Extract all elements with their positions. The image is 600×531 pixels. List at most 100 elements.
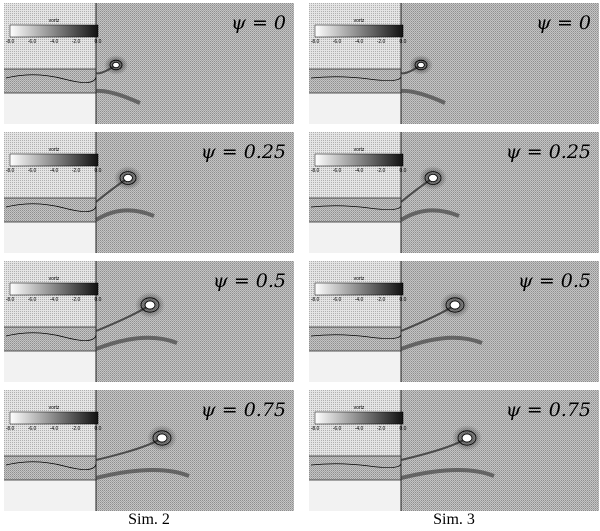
colorbar-tick: 0.0 (95, 426, 102, 432)
colorbar-title: vortz (49, 276, 60, 282)
vortex-contour (119, 171, 137, 185)
channel (309, 69, 401, 93)
jet-shear (399, 208, 460, 222)
inlet-contour (5, 332, 97, 341)
phase-label: ψ = 0.25 (201, 141, 286, 163)
jet-shear (400, 335, 483, 351)
vortex-contour (414, 59, 428, 71)
colorbar-tick: -6.0 (333, 39, 342, 45)
colorbar-tick: -2.0 (377, 168, 386, 174)
inlet-contour (310, 76, 402, 81)
jet-shear (95, 468, 190, 480)
colorbar-tick: -6.0 (333, 426, 342, 432)
phase-label: ψ = 0 (536, 12, 591, 34)
colorbar (9, 153, 99, 167)
inlet-lower (309, 222, 401, 253)
vortex-contour (457, 430, 477, 446)
colorbar-title: vortz (49, 18, 60, 24)
inlet-lower (309, 93, 401, 124)
colorbar-tick: -8.0 (311, 168, 320, 174)
colorbar (314, 153, 404, 167)
colorbar-tick: -8.0 (6, 426, 15, 432)
colorbar-tick: -6.0 (333, 297, 342, 303)
colorbar-tick: -2.0 (377, 297, 386, 303)
vortex-contour (449, 300, 461, 310)
vortex-contour (109, 59, 123, 71)
vortex-contour (152, 430, 172, 446)
vortex-contour (424, 171, 442, 185)
colorbar-tick: -4.0 (50, 39, 59, 45)
panel: vortz -8.0 -6.0 -4.0 -2.0 0.0 ψ = 0.75 (4, 390, 294, 511)
colorbar-tick: -4.0 (355, 168, 364, 174)
panel: vortz -8.0 -6.0 -4.0 -2.0 0.0 ψ = 0.25 (4, 132, 294, 253)
colorbar-tick: 0.0 (400, 168, 407, 174)
colorbar-tick: -8.0 (311, 297, 320, 303)
colorbar-tick: 0.0 (400, 426, 407, 432)
panel: vortz -8.0 -6.0 -4.0 -2.0 0.0 ψ = 0.75 (309, 390, 599, 511)
vortex-contour (140, 297, 160, 313)
colorbar-title: vortz (49, 147, 60, 153)
vortex-contour (461, 433, 473, 443)
vortex-contour (417, 61, 425, 69)
inlet-lower (4, 222, 96, 253)
colorbar-tick: -6.0 (333, 168, 342, 174)
colorbar-tick: 0.0 (95, 39, 102, 45)
phase-label: ψ = 0.75 (506, 399, 591, 421)
inlet-lower (4, 351, 96, 382)
colorbar (314, 282, 404, 296)
vortex-contour (156, 433, 168, 443)
inlet-contour (5, 203, 97, 212)
colorbar-tick: -8.0 (6, 168, 15, 174)
channel (4, 456, 96, 480)
channel (309, 198, 401, 222)
colorbar-tick: 0.0 (95, 168, 102, 174)
inlet-lower (309, 480, 401, 511)
colorbar-tick: 0.0 (400, 297, 407, 303)
channel (4, 327, 96, 351)
inlet-lower (4, 93, 96, 124)
colorbar-tick: -4.0 (355, 426, 364, 432)
inlet-lower (309, 351, 401, 382)
phase-label: ψ = 0.5 (213, 270, 286, 292)
panel: vortz -8.0 -6.0 -4.0 -2.0 0.0 ψ = 0.5 (4, 261, 294, 382)
colorbar (9, 282, 99, 296)
colorbar-tick: -4.0 (355, 297, 364, 303)
channel (309, 327, 401, 351)
inlet-lower (4, 480, 96, 511)
panel: vortz -8.0 -6.0 -4.0 -2.0 0.0 ψ = 0 (309, 3, 599, 124)
colorbar-tick: -4.0 (50, 426, 59, 432)
vortex-contour (428, 174, 438, 183)
colorbar-tick: -8.0 (311, 426, 320, 432)
colorbar-tick: -6.0 (28, 297, 37, 303)
jet-shear (95, 88, 141, 105)
colorbar-title: vortz (354, 18, 365, 24)
colorbar-tick: -2.0 (72, 297, 81, 303)
vortex-contour (445, 297, 465, 313)
phase-label: ψ = 0 (231, 12, 286, 34)
inlet-contour (5, 461, 97, 470)
phase-label: ψ = 0.5 (518, 270, 591, 292)
vortex-contour (123, 174, 133, 183)
column-caption: Sim. 3 (433, 511, 475, 528)
phase-label: ψ = 0.25 (506, 141, 591, 163)
colorbar-title: vortz (354, 147, 365, 153)
colorbar-tick: -2.0 (377, 39, 386, 45)
colorbar-tick: 0.0 (400, 39, 407, 45)
colorbar-tick: -8.0 (311, 39, 320, 45)
phase-label: ψ = 0.75 (201, 399, 286, 421)
vortex-contour (112, 61, 120, 69)
colorbar-tick: -8.0 (6, 297, 15, 303)
panel: vortz -8.0 -6.0 -4.0 -2.0 0.0 ψ = 0 (4, 3, 294, 124)
colorbar-title: vortz (354, 405, 365, 411)
colorbar-tick: -2.0 (377, 426, 386, 432)
colorbar-tick: -4.0 (50, 297, 59, 303)
colorbar-tick: -6.0 (28, 426, 37, 432)
channel (4, 198, 96, 222)
jet-shear (400, 468, 495, 480)
inlet-contour (310, 463, 402, 468)
colorbar-tick: 0.0 (95, 297, 102, 303)
colorbar (314, 24, 404, 38)
channel (309, 456, 401, 480)
colorbar-tick: -6.0 (28, 39, 37, 45)
jet-shear (400, 88, 446, 105)
